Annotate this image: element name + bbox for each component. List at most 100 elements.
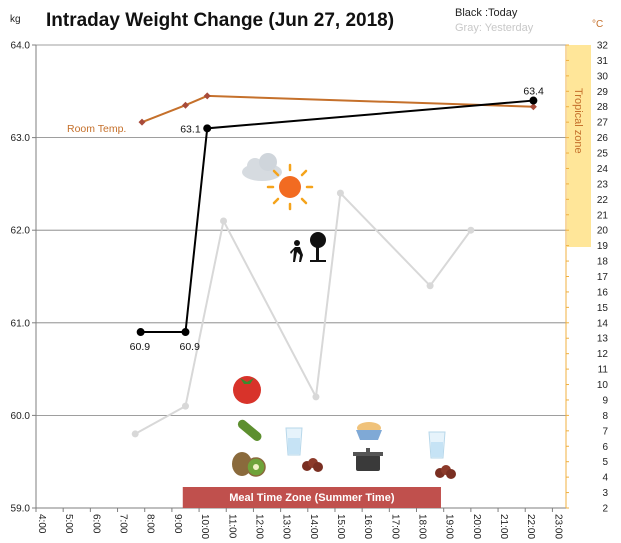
y-tick-label: 61.0	[11, 318, 31, 329]
cucumber-icon	[237, 419, 262, 441]
water-glass-icon	[285, 427, 303, 456]
tomato-icon	[233, 376, 261, 404]
series-today: 60.9 60.9 63.1 63.4	[130, 86, 544, 354]
sausage-icon	[435, 465, 456, 479]
x-tick-label: 15:00	[335, 514, 346, 539]
right-tick-label: 14	[597, 318, 609, 329]
data-point	[181, 402, 189, 410]
chart-title: Intraday Weight Change (Jun 27, 2018)	[46, 10, 394, 31]
x-tick-label: 19:00	[444, 514, 455, 539]
right-tick-label: 2	[602, 504, 608, 515]
tropical-zone-label: Tropical zone	[572, 88, 584, 154]
left-axis-ticks: 59.0 60.0 61.0 62.0 63.0 64.0	[11, 41, 36, 515]
right-tick-label: 18	[597, 257, 609, 268]
x-tick-label: 8:00	[145, 514, 156, 534]
right-tick-label: 10	[597, 380, 609, 391]
right-tick-label: 17	[597, 272, 609, 283]
right-tick-label: 20	[597, 226, 609, 237]
right-tick-label: 16	[597, 287, 609, 298]
series-line	[134, 190, 472, 435]
data-point	[203, 124, 212, 133]
right-axis-unit: °C	[592, 19, 603, 30]
right-tick-label: 32	[597, 41, 609, 52]
data-point	[336, 189, 344, 197]
right-tick-label: 15	[597, 303, 609, 314]
right-tick-label: 22	[597, 195, 609, 206]
series-line	[141, 94, 534, 124]
x-tick-label: 6:00	[90, 514, 101, 534]
right-tick-label: 23	[597, 179, 609, 190]
x-tick-label: 7:00	[118, 514, 129, 534]
right-tick-label: 11	[598, 365, 609, 376]
data-point	[426, 282, 434, 290]
sun-icon	[266, 163, 314, 211]
right-tick-label: 30	[597, 71, 609, 82]
right-tick-label: 5	[602, 457, 608, 468]
right-tick-label: 4	[602, 473, 608, 484]
data-point	[181, 101, 189, 109]
water-glass-icon	[428, 431, 446, 459]
x-tick-label: 18:00	[417, 514, 428, 539]
y-tick-label: 63.0	[11, 133, 31, 144]
rice-bowl-icon	[356, 422, 382, 440]
tropical-zone-band	[567, 45, 591, 247]
x-tick-label: 5:00	[63, 514, 74, 534]
y-tick-label: 62.0	[11, 226, 31, 237]
right-tick-label: 3	[602, 488, 608, 499]
right-axis-ticks: 2345678910111213141516171819202122232425…	[566, 41, 608, 515]
data-label: 60.9	[130, 341, 151, 353]
meal-zone-bar	[182, 487, 441, 508]
y-tick-label: 60.0	[11, 411, 31, 422]
right-tick-label: 9	[602, 395, 608, 406]
right-tick-label: 19	[597, 241, 609, 252]
data-point	[467, 226, 475, 234]
data-point	[220, 217, 228, 225]
cloud-icon	[242, 153, 282, 181]
cooking-pot-icon	[353, 448, 383, 471]
x-tick-label: 13:00	[281, 514, 292, 539]
right-tick-label: 29	[597, 87, 609, 98]
data-label: 63.4	[523, 86, 544, 98]
right-tick-label: 21	[597, 210, 609, 221]
data-point	[312, 393, 320, 401]
right-tick-label: 25	[597, 149, 609, 160]
right-tick-label: 6	[602, 442, 608, 453]
data-point	[181, 328, 190, 337]
right-tick-label: 13	[597, 334, 609, 345]
x-tick-label: 23:00	[552, 514, 563, 539]
legend-today: Black :Today	[455, 7, 518, 19]
meal-zone-label: Meal Time Zone (Summer Time)	[229, 492, 395, 504]
data-point	[203, 92, 211, 100]
kiwi-icon	[232, 452, 266, 477]
sausage-icon	[302, 458, 323, 472]
x-tick-label: 16:00	[362, 514, 373, 539]
data-point	[136, 328, 145, 337]
x-tick-label: 4:00	[36, 514, 47, 534]
data-point	[138, 118, 146, 126]
x-axis-ticks: 4:00 5:00 6:00 7:00 8:00 9:00 10:00 11:00 12:00 1…	[35, 508, 563, 539]
x-tick-label: 22:00	[525, 514, 536, 539]
right-tick-label: 24	[597, 164, 609, 175]
x-tick-label: 14:00	[308, 514, 319, 539]
right-tick-label: 8	[602, 411, 608, 422]
right-tick-label: 26	[597, 133, 609, 144]
data-label: 60.9	[179, 341, 200, 353]
data-point	[529, 103, 537, 111]
x-tick-label: 21:00	[498, 514, 509, 539]
data-point	[529, 96, 538, 105]
x-tick-label: 17:00	[389, 514, 400, 539]
x-tick-label: 12:00	[253, 514, 264, 539]
data-point	[131, 430, 139, 438]
data-label: 63.1	[180, 123, 201, 135]
x-tick-label: 10:00	[199, 514, 210, 539]
right-tick-label: 31	[597, 56, 609, 67]
y-tick-label: 64.0	[11, 41, 31, 52]
right-tick-label: 12	[597, 349, 609, 360]
left-axis-unit: kg	[10, 14, 21, 25]
x-tick-label: 11:00	[226, 514, 237, 539]
tree-walker-icon	[290, 232, 326, 262]
room-temp-label: Room Temp.	[67, 123, 126, 135]
right-tick-label: 7	[602, 426, 608, 437]
series-room-temp	[138, 92, 537, 126]
series-line	[140, 99, 534, 334]
